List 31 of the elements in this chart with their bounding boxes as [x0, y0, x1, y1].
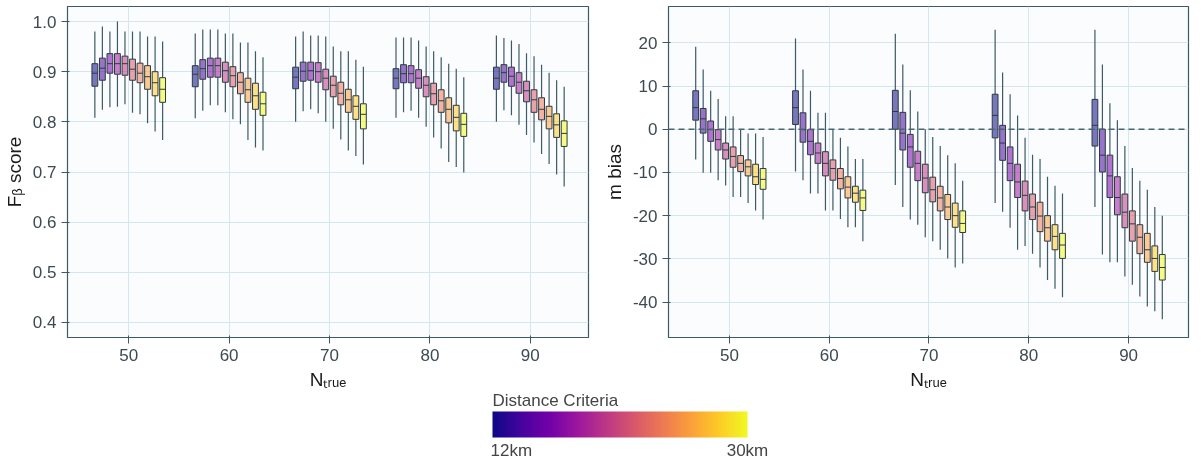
y-tick-label: 0.8 — [32, 112, 57, 132]
y-tick-label: 0.4 — [32, 313, 57, 333]
x-axis-title: Nₜᵣᵤₑ — [309, 368, 347, 390]
y-tick-label: 0.7 — [32, 163, 57, 182]
y-axis-title: m bias — [603, 144, 625, 200]
y-tick-label: 0 — [648, 120, 658, 140]
x-tick-label: 90 — [520, 345, 540, 365]
y-tick-label: 20 — [638, 33, 658, 53]
color-bar-label: 30km — [726, 440, 769, 460]
color-bar-title: Distance Criteria — [492, 390, 619, 410]
x-axis-title: Nₜᵣᵤₑ — [910, 368, 947, 390]
y-tick-label: 1.0 — [32, 12, 57, 32]
y-tick-label: 10 — [638, 77, 658, 97]
y-tick-label: 0.5 — [32, 263, 57, 283]
x-tick-label: 70 — [919, 345, 939, 365]
y-tick-label: -20 — [632, 206, 658, 226]
y-tick-label: 0.9 — [32, 62, 57, 82]
x-tick-label: 60 — [219, 345, 239, 365]
color-bar-label: 12km — [490, 440, 533, 460]
x-tick-label: 90 — [1119, 345, 1139, 365]
y-axis-title: Fᵦ score — [3, 136, 25, 208]
x-tick-label: 80 — [420, 345, 440, 365]
x-tick-label: 50 — [119, 345, 139, 365]
y-tick-label: -30 — [632, 249, 658, 269]
x-tick-label: 70 — [320, 345, 339, 365]
y-tick-label: -10 — [632, 163, 658, 183]
y-tick-label: -40 — [632, 293, 658, 313]
x-tick-label: 80 — [1019, 345, 1039, 365]
x-tick-label: 50 — [719, 345, 739, 365]
x-tick-label: 60 — [819, 345, 839, 365]
y-tick-label: 0.6 — [32, 213, 57, 233]
